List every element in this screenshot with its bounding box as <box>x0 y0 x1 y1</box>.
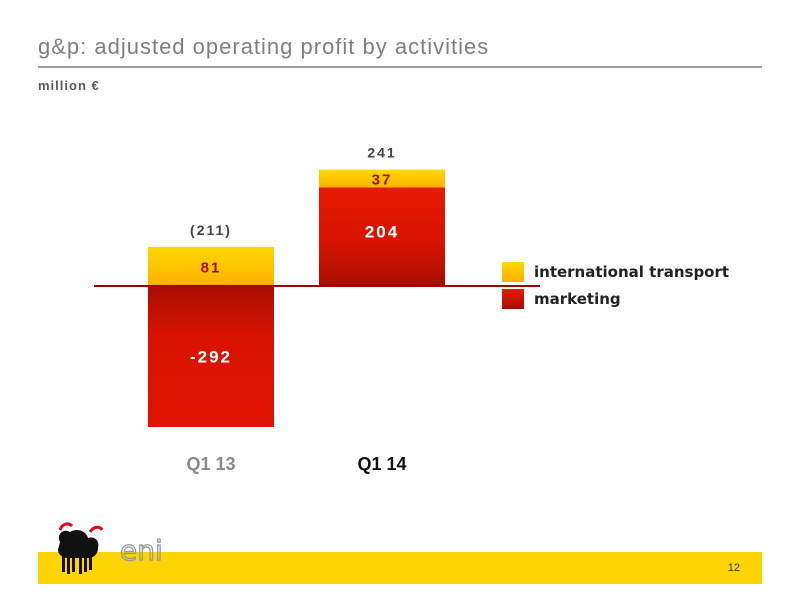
footer-bar: 12 <box>38 552 762 584</box>
data-label-international-transport: 37 <box>372 172 393 189</box>
legend-swatch-marketing <box>502 289 524 309</box>
data-label-international-transport: 81 <box>201 259 222 276</box>
slide-title: g&p: adjusted operating profit by activi… <box>38 34 490 59</box>
logo-wordmark: eni <box>120 534 163 567</box>
six-legged-dog-logo-icon: eni <box>58 522 163 574</box>
legend-swatch-international-transport <box>502 262 524 282</box>
legend-label: marketing <box>534 290 621 308</box>
category-label: Q1 14 <box>357 454 406 474</box>
chart-legend: international transport marketing <box>502 262 729 316</box>
bar-international-transport <box>148 246 274 286</box>
data-label-marketing: -292 <box>190 348 232 367</box>
bar-marketing <box>319 187 445 286</box>
bar-international-transport <box>319 169 445 188</box>
legend-item-marketing: marketing <box>502 289 729 309</box>
unit-label: million € <box>38 78 100 93</box>
total-label: (211) <box>190 222 232 238</box>
bar-marketing <box>148 286 274 427</box>
legend-label: international transport <box>534 263 730 281</box>
title-divider <box>38 66 762 68</box>
page-number: 12 <box>727 562 740 574</box>
total-label: 241 <box>367 145 396 161</box>
category-label: Q1 13 <box>186 454 235 474</box>
legend-item-international-transport: international transport <box>502 262 729 282</box>
data-label-marketing: 204 <box>365 223 399 242</box>
